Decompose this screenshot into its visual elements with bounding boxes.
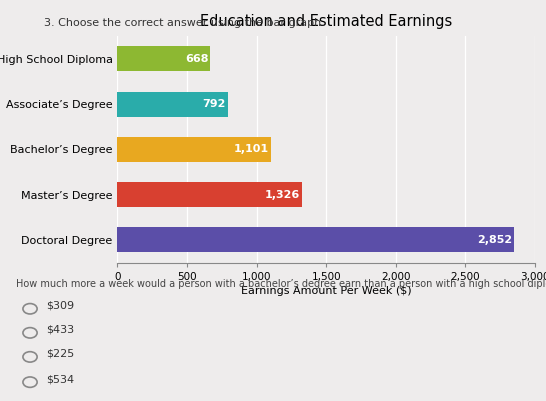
Bar bbox=[117, 47, 210, 71]
Text: 2,852: 2,852 bbox=[477, 235, 512, 245]
Title: Education and Estimated Earnings: Education and Estimated Earnings bbox=[200, 14, 452, 29]
Text: 1,326: 1,326 bbox=[265, 190, 300, 200]
Text: $225: $225 bbox=[46, 349, 75, 359]
Text: 1,101: 1,101 bbox=[234, 144, 269, 154]
Text: 668: 668 bbox=[185, 54, 209, 64]
Text: $534: $534 bbox=[46, 374, 75, 384]
Text: 792: 792 bbox=[202, 99, 225, 109]
Text: How much more a week would a person with a bachelor’s degree earn than a person : How much more a week would a person with… bbox=[16, 279, 546, 289]
Text: $309: $309 bbox=[46, 301, 75, 311]
X-axis label: Earnings Amount Per Week ($): Earnings Amount Per Week ($) bbox=[241, 286, 412, 296]
Bar bbox=[117, 92, 228, 117]
Text: 3. Choose the correct answer using the bar graph.: 3. Choose the correct answer using the b… bbox=[44, 18, 324, 28]
Bar bbox=[117, 137, 271, 162]
Bar bbox=[117, 227, 514, 252]
Text: $433: $433 bbox=[46, 325, 75, 335]
Bar bbox=[117, 182, 302, 207]
